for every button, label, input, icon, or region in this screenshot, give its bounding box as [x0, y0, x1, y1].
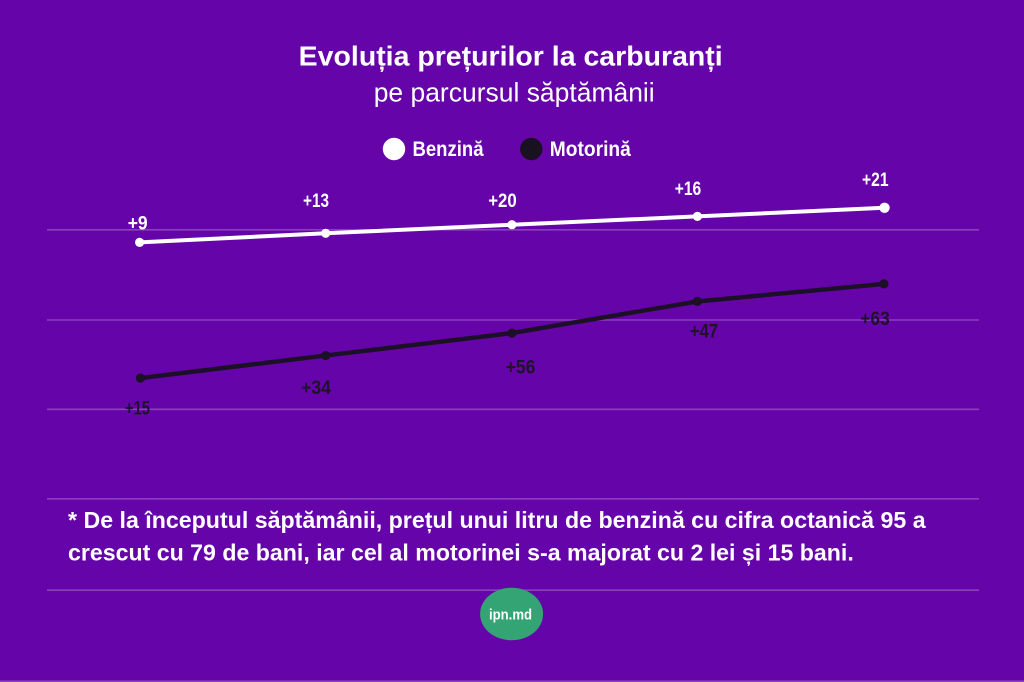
svg-text:+47: +47 — [690, 322, 719, 343]
svg-text:pe parcursul săptămânii: pe parcursul săptămânii — [374, 78, 655, 108]
svg-text:+63: +63 — [860, 309, 890, 330]
svg-text:Evoluția prețurilor la carbura: Evoluția prețurilor la carburanți — [299, 41, 723, 72]
svg-text:+13: +13 — [303, 191, 329, 212]
svg-text:+20: +20 — [488, 191, 517, 212]
svg-text:Benzină: Benzină — [413, 138, 484, 161]
svg-text:+56: +56 — [506, 357, 536, 378]
svg-text:+9: +9 — [128, 214, 148, 235]
svg-text:+16: +16 — [675, 179, 702, 200]
svg-text:+34: +34 — [301, 378, 331, 399]
svg-text:* De la începutul săptămânii,: * De la începutul săptămânii, prețul unu… — [68, 507, 926, 534]
svg-text:Motorină: Motorină — [550, 138, 631, 161]
svg-text:+21: +21 — [862, 170, 889, 191]
svg-text:+15: +15 — [125, 399, 150, 420]
svg-text:ipn.md: ipn.md — [489, 608, 532, 624]
svg-text:crescut cu 79 de bani, iar cel: crescut cu 79 de bani, iar cel al motori… — [68, 540, 854, 567]
